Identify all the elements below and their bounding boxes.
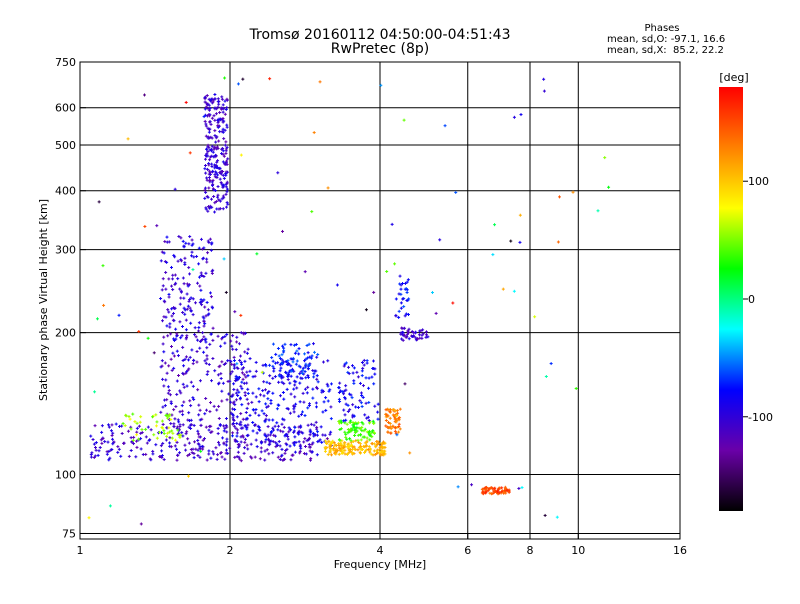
x-tick-label: 10 (571, 544, 585, 557)
chart-title: Tromsø 20160112 04:50:00-04:51:43 (249, 27, 511, 43)
x-tick-label: 1 (77, 544, 84, 557)
y-tick-label: 750 (55, 56, 76, 69)
x-tick-label: 2 (227, 544, 234, 557)
colorbar-label: [deg] (719, 71, 748, 84)
y-tick-label: 300 (55, 244, 76, 257)
colorbar (719, 87, 743, 511)
x-tick-label: 4 (377, 544, 384, 557)
y-axis-label: Stationary phase Virtual Height [km] (37, 199, 50, 401)
y-tick-label: 600 (55, 102, 76, 115)
x-tick-label: 8 (527, 544, 534, 557)
stats-heading: Phases (644, 23, 679, 34)
chart-subtitle: RwPretec (8p) (331, 41, 429, 57)
colorbar-tick-label: 0 (748, 293, 755, 306)
data-points (87, 76, 611, 526)
stats-line-o: mean, sd,O: -97.1, 16.6 (607, 34, 725, 45)
y-tick-label: 400 (55, 185, 76, 198)
y-axis-ticks: 75 100 200 300 400 500 600 750 (55, 56, 86, 540)
y-tick-label: 100 (55, 469, 76, 482)
y-tick-label: 200 (55, 327, 76, 340)
colorbar-tick-label: 100 (748, 175, 769, 188)
stats-line-x: mean, sd,X: 85.2, 22.2 (607, 45, 724, 56)
colorbar-tick-label: -100 (748, 411, 773, 424)
y-tick-label: 75 (62, 527, 76, 540)
y-tick-label: 500 (55, 139, 76, 152)
x-axis-ticks: 1 2 4 6 8 10 16 (77, 533, 687, 557)
x-tick-label: 16 (673, 544, 687, 557)
colorbar-ticks: 100 0 -100 (743, 175, 773, 424)
x-tick-label: 6 (464, 544, 471, 557)
x-axis-label: Frequency [MHz] (334, 558, 426, 571)
